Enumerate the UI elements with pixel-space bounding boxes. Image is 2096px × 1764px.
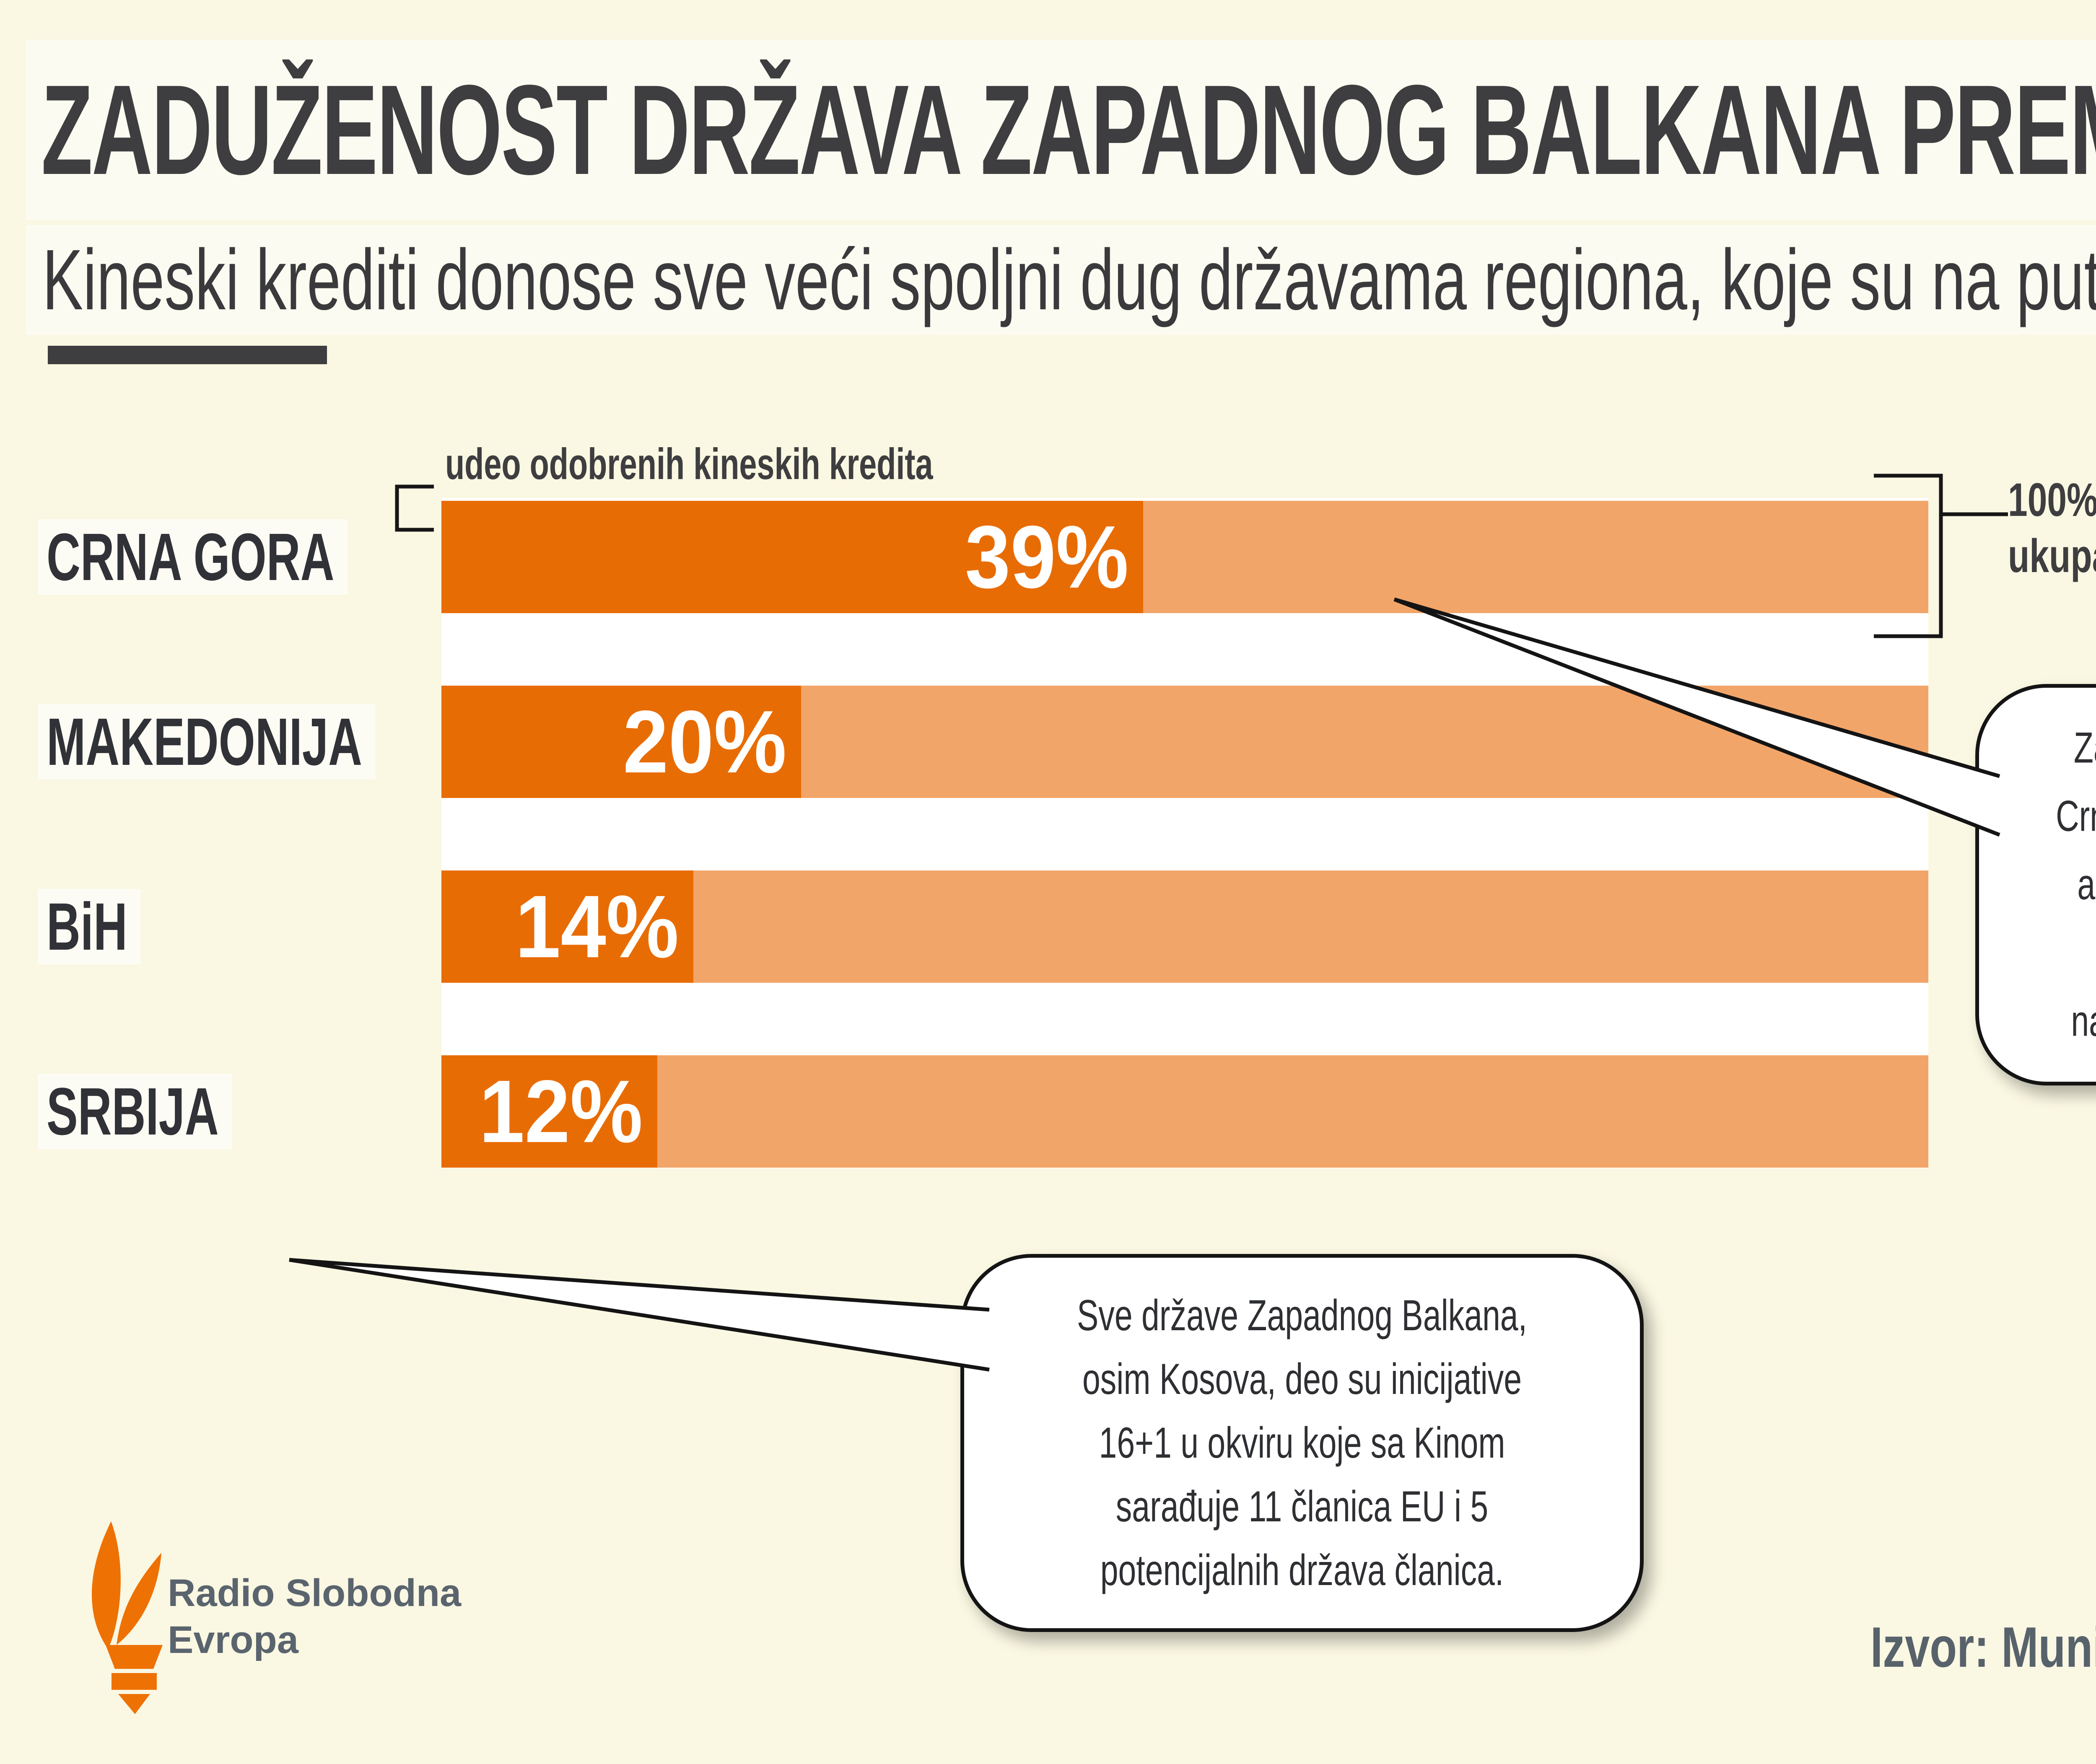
bar-series-label: udeo odobrenih kineskih kredita: [445, 440, 933, 489]
bar-row: 20%: [441, 686, 1928, 798]
country-label: SRBIJA: [38, 1074, 232, 1149]
left-bracket: [395, 484, 434, 532]
rse-logo-line1: Radio Slobodna: [168, 1572, 462, 1614]
bar-fill: 39%: [441, 501, 1143, 613]
country-label: CRNA GORA: [38, 519, 348, 595]
bar-row: 12%: [441, 1055, 1928, 1168]
page-title: ZADUŽENOST DRŽAVA ZAPADNOG BALKANA PREMA…: [26, 40, 2096, 220]
track-100-label: 100%: [2008, 474, 2096, 526]
bar-row: 39%: [441, 501, 1928, 613]
bar-value-label: 12%: [479, 1062, 643, 1161]
bar-fill: 12%: [441, 1055, 658, 1168]
bar-fill: 14%: [441, 870, 693, 983]
rse-logo-line2: Evropa: [168, 1619, 298, 1661]
rse-logo-wordmark: Radio Slobodna Evropa: [168, 1570, 461, 1663]
bar-value-label: 39%: [965, 507, 1128, 606]
country-label: MAKEDONIJA: [38, 704, 376, 780]
callout-16plus1-initiative: Sve države Zapadnog Balkana, osim Kosova…: [960, 1254, 1644, 1632]
chart-plot-area: 39% 20% 14% 12%: [441, 498, 1928, 1168]
country-label: BiH: [38, 889, 141, 964]
callout-montenegro-loan-text: Zajam Kine od 809 miliona evra Crnoj Gor…: [2055, 723, 2096, 1046]
rse-torch-icon: [91, 1521, 163, 1714]
bar-value-label: 14%: [515, 877, 679, 976]
callout-16plus1-initiative-text: Sve države Zapadnog Balkana, osim Kosova…: [1077, 1291, 1527, 1595]
bar-fill: 20%: [441, 686, 802, 798]
bar-row: 14%: [441, 870, 1928, 983]
bar-value-label: 20%: [623, 692, 787, 791]
track-total-debt-label: ukupan spoljni dug: [2008, 530, 2096, 582]
page-subtitle: Kineski krediti donose sve veći spoljni …: [26, 225, 2096, 335]
callout-initiative-tail: [289, 1258, 990, 1372]
source-credit: Izvor: Munich Security Report 2019: [1870, 1615, 2096, 1679]
callout-montenegro-loan: Zajam Kine od 809 miliona evra Crnoj Gor…: [1975, 684, 2096, 1085]
title-divider: [48, 346, 327, 364]
